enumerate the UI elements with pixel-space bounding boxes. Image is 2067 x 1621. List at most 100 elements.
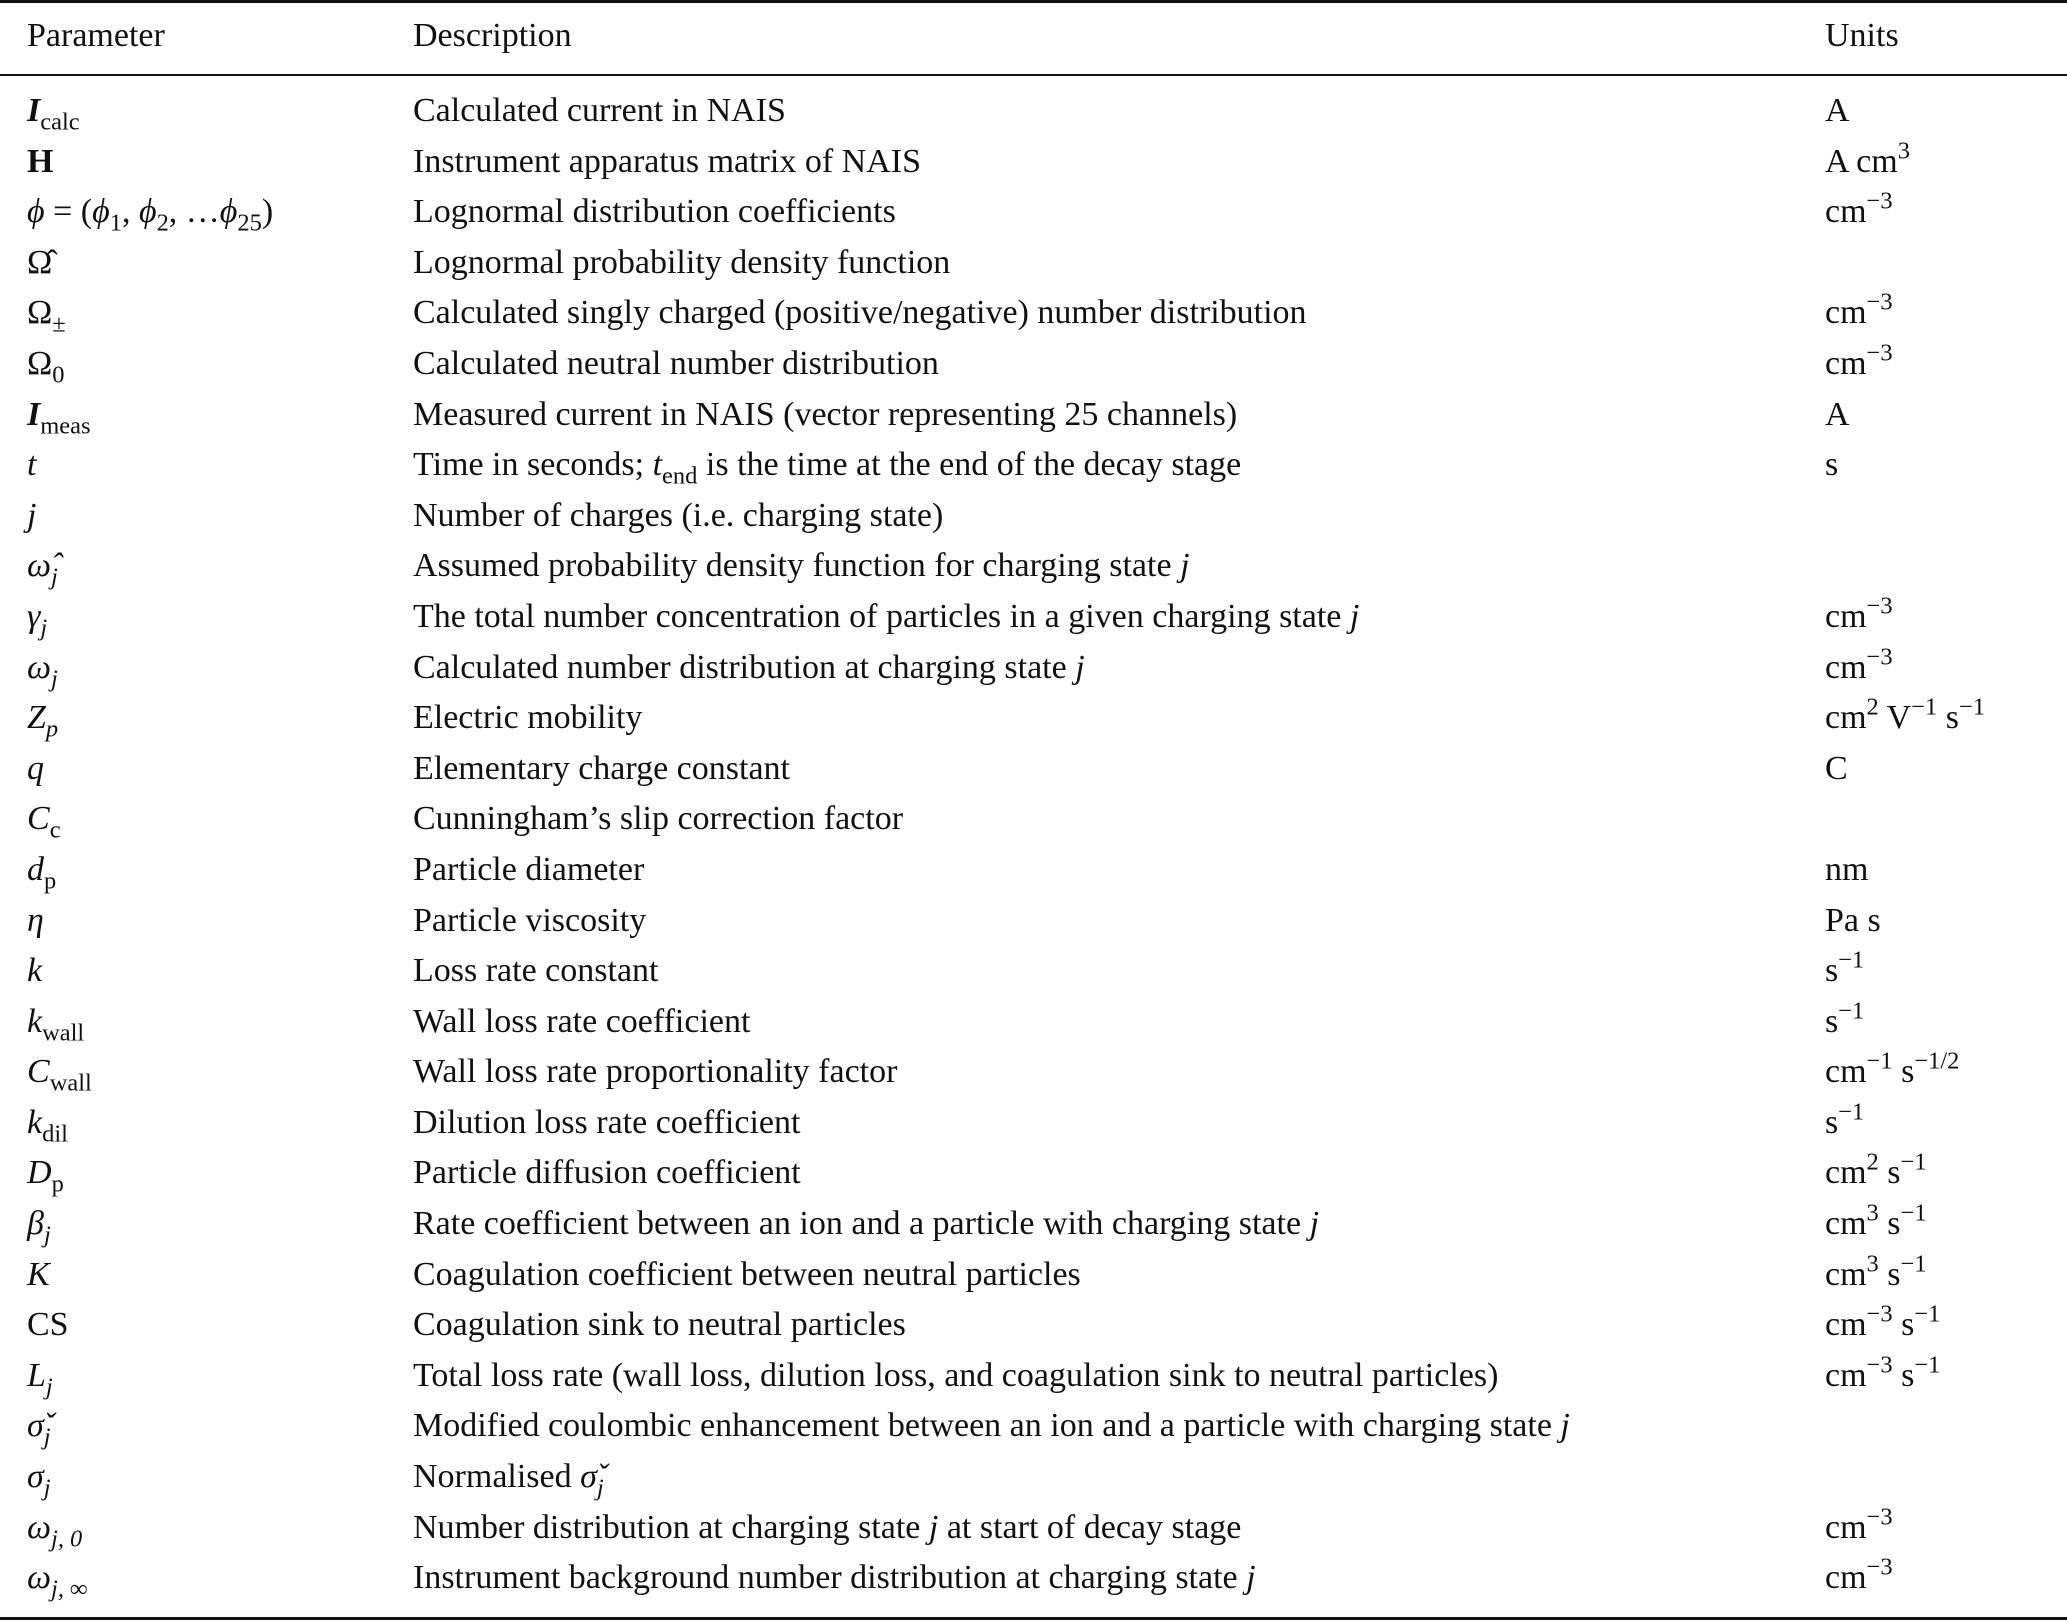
subscript: 2 [156,209,169,237]
subscript: wall [49,1069,92,1097]
text-run: C [1825,749,1848,787]
superscript: 2 [1866,1149,1879,1177]
text-run: at start of decay stage [938,1508,1242,1546]
text-run: ϕ [219,193,238,231]
text-run: Rate coefficient between an ion and a pa… [413,1205,1310,1243]
description-cell: Calculated neutral number distribution [413,339,939,390]
superscript: −1 [1900,1199,1927,1227]
text-run: Pa s [1825,901,1881,939]
subscript: ± [52,310,66,338]
text-run: j [1349,597,1360,635]
description-cell: Electric mobility [413,693,642,744]
units-cell: s−1 [1825,1098,1864,1149]
text-run: Particle diffusion coefficient [413,1154,801,1192]
subscript: 1 [109,209,122,237]
description-cell: Coagulation sink to neutral particles [413,1300,906,1351]
units-cell: A [1825,86,1850,137]
text-run: j [27,496,37,534]
units-cell: cm−3 [1825,339,1893,390]
subscript: 25 [237,209,262,237]
text-run: CS [27,1306,69,1344]
text-run: I [27,395,41,433]
text-run: Wall loss rate coefficient [413,1002,751,1040]
table-row: k Loss rate constant s−1 [0,946,2067,997]
table-row: ϕ = (ϕ1, ϕ2, …ϕ25) Lognormal distribution… [0,187,2067,238]
superscript: −1 [1838,1098,1865,1126]
parameter-cell: kwall [27,997,84,1048]
superscript: −3 [1866,1553,1893,1581]
table-row: ωj Calculated number distribution at char… [0,643,2067,694]
text-run: s [1825,952,1839,990]
parameter-cell: ω̂j [27,541,58,592]
text-run: Lognormal distribution coefficients [413,193,896,231]
units-cell: cm2 V−1 s−1 [1825,693,1985,744]
text-run: D [27,1154,52,1192]
text-run: ϕ [27,193,45,231]
units-cell: cm2 s−1 [1825,1148,1927,1199]
superscript: −3 [1866,339,1893,367]
subscript: meas [40,412,91,440]
text-run: s [1825,1002,1839,1040]
units-cell: s−1 [1825,946,1864,997]
table-row: j Number of charges (i.e. charging state) [0,491,2067,542]
text-run: ) [261,193,274,231]
subscript: p [51,1171,64,1199]
superscript: −1 [1866,1047,1893,1075]
units-cell: cm−3 [1825,1503,1893,1554]
text-run: ω [27,648,52,686]
table-row: Imeas Measured current in NAIS (vector re… [0,390,2067,441]
text-run: , [121,193,139,231]
superscript: −1 [1900,1250,1927,1278]
description-cell: Dilution loss rate coefficient [413,1098,800,1149]
text-run: , … [168,193,220,231]
text-run: k [27,1103,43,1141]
superscript: 3 [1897,137,1910,165]
subscript: end [662,462,698,490]
text-run: A [1825,92,1850,129]
text-run: s [1892,1053,1915,1091]
text-run: cm [1825,1053,1867,1091]
text-run: d [27,850,44,888]
subscript: c [49,816,61,844]
description-cell: Calculated current in NAIS [413,86,786,137]
parameter-cell: Icalc [27,86,80,137]
parameter-cell: ϕ = (ϕ1, ϕ2, …ϕ25) [27,187,273,238]
table-row: σj Normalised σ̌j [0,1452,2067,1503]
description-cell: Wall loss rate proportionality factor [413,1047,897,1098]
text-run: q [27,749,44,787]
header-rule [0,74,2067,76]
text-run: s [1825,446,1839,484]
superscript: −1 [1959,693,1986,721]
parameter-cell: Ω0 [27,339,65,390]
description-cell: Rate coefficient between an ion and a pa… [413,1199,1319,1250]
superscript: −3 [1866,592,1893,620]
table-body: Icalc Calculated current in NAIS A H Instrum… [0,86,2067,1604]
parameter-cell: Ω± [27,288,66,339]
units-cell: cm3 s−1 [1825,1199,1927,1250]
text-run: Instrument background number distributio… [413,1559,1247,1597]
superscript: −1/2 [1914,1047,1960,1075]
units-cell: cm−3 s−1 [1825,1351,1940,1402]
text-run: C [27,800,50,838]
text-run: K [27,1255,50,1293]
text-run: Calculated number distribution at chargi… [413,648,1076,686]
table-row: Ω0 Calculated neutral number distribution… [0,339,2067,390]
text-run: t [27,446,37,484]
units-cell: cm3 s−1 [1825,1250,1927,1301]
description-cell: Instrument apparatus matrix of NAIS [413,137,921,188]
superscript: −1 [1838,997,1865,1025]
text-run: Electric mobility [413,699,643,737]
parameter-cell: γj [27,592,47,643]
text-run: Coagulation coefficient between neutral … [413,1255,1081,1293]
subscript: j, 0 [51,1525,83,1553]
text-run: Calculated singly charged (positive/nega… [413,294,1307,332]
description-cell: Particle viscosity [413,896,646,947]
description-cell: Lognormal probability density function [413,238,950,289]
table-row: Lj Total loss rate (wall loss, dilution l… [0,1351,2067,1402]
text-run: Time in seconds; [413,446,653,484]
description-cell: Wall loss rate coefficient [413,997,750,1048]
text-run: cm [1825,1508,1867,1546]
text-run: Modified coulombic enhancement between a… [413,1407,1561,1445]
parameter-cell: Cc [27,794,61,845]
parameter-cell: ωj [27,643,58,694]
